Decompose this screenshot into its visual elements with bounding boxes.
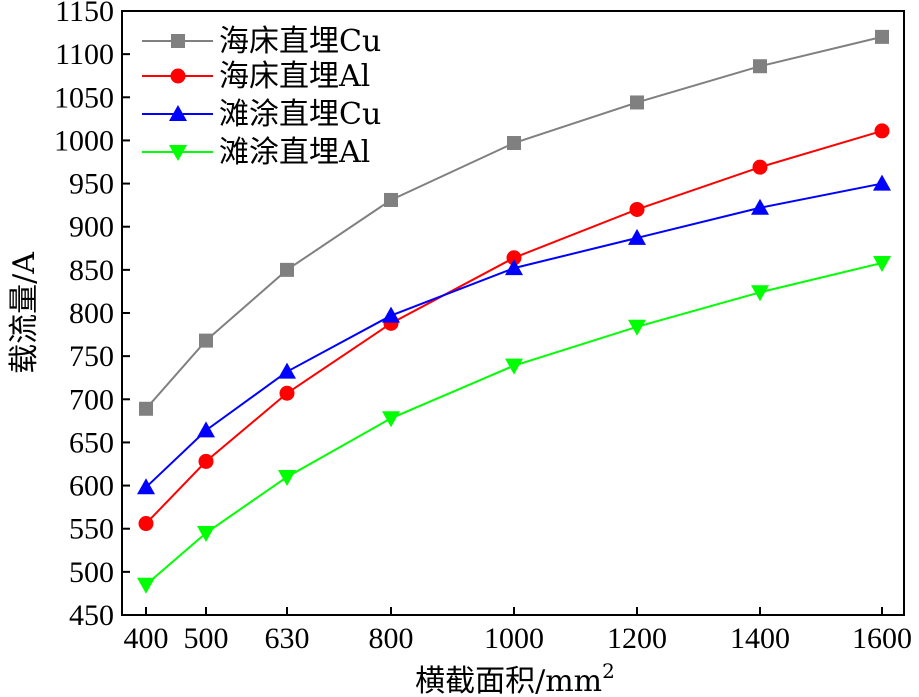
data-point-series-4 xyxy=(873,255,891,272)
x-axis: 400 500 630 800 1000 1200 1400 1600 xyxy=(124,607,912,655)
x-tick-label: 500 xyxy=(184,622,229,655)
data-point-series-1 xyxy=(507,136,521,151)
x-tick-label: 1200 xyxy=(607,622,667,655)
y-tick-label: 600 xyxy=(69,470,114,503)
data-point-series-3 xyxy=(278,362,296,379)
x-axis-title-text: 横截面积/mm xyxy=(415,664,602,697)
data-point-series-4 xyxy=(628,319,646,336)
data-point-series-3 xyxy=(628,228,646,245)
data-point-series-2 xyxy=(198,453,214,469)
data-point-series-3 xyxy=(751,198,769,215)
data-point-series-2 xyxy=(629,201,645,217)
y-tick-label: 950 xyxy=(69,168,114,201)
y-tick-label: 500 xyxy=(69,556,114,589)
legend-label: 海床直埋Cu xyxy=(219,24,381,59)
x-tick-label: 400 xyxy=(124,622,169,655)
y-tick-label: 1000 xyxy=(54,124,114,157)
series-markers xyxy=(137,29,891,594)
series-line-1 xyxy=(145,35,883,410)
legend-marker xyxy=(169,105,187,121)
data-point-series-1 xyxy=(875,29,889,44)
data-point-series-4 xyxy=(751,285,769,302)
data-point-series-4 xyxy=(505,358,523,375)
x-tick-label: 1400 xyxy=(730,622,790,655)
y-axis-title: 载流量/A xyxy=(7,252,42,374)
data-point-series-4 xyxy=(137,577,155,594)
data-point-series-2 xyxy=(138,516,154,532)
data-point-series-4 xyxy=(382,411,400,428)
data-point-series-1 xyxy=(139,401,153,416)
y-tick-label: 550 xyxy=(69,513,114,546)
data-point-series-3 xyxy=(197,421,215,438)
x-tick-label: 1000 xyxy=(484,622,544,655)
data-point-series-1 xyxy=(280,262,294,277)
x-tick-label: 800 xyxy=(369,622,414,655)
data-point-series-2 xyxy=(752,159,768,175)
data-point-series-2 xyxy=(279,385,295,401)
x-tick-label: 630 xyxy=(265,622,310,655)
legend-label: 海床直埋Al xyxy=(219,59,370,94)
x-tick-label: 1600 xyxy=(852,622,912,655)
legend-label: 滩涂直埋Al xyxy=(219,135,370,170)
y-tick-label: 1100 xyxy=(55,38,114,71)
x-axis-title: 横截面积/mm2 xyxy=(415,659,615,697)
data-point-series-4 xyxy=(197,526,215,543)
y-tick-label: 700 xyxy=(69,383,114,416)
legend-label: 滩涂直埋Cu xyxy=(219,97,381,132)
data-point-series-1 xyxy=(384,192,398,207)
series-line-4 xyxy=(145,261,883,586)
x-axis-title-superscript: 2 xyxy=(602,659,615,683)
y-tick-label: 800 xyxy=(69,297,114,330)
data-point-series-3 xyxy=(382,306,400,323)
data-point-series-2 xyxy=(874,123,890,139)
data-point-series-3 xyxy=(137,478,155,495)
data-point-series-3 xyxy=(505,259,523,276)
legend-marker xyxy=(169,145,187,161)
y-tick-label: 650 xyxy=(69,426,114,459)
data-point-series-1 xyxy=(199,333,213,348)
data-point-series-3 xyxy=(873,174,891,191)
y-tick-label: 450 xyxy=(69,599,114,632)
series-lines xyxy=(145,35,883,586)
series-line-3 xyxy=(145,182,883,489)
y-tick-label: 850 xyxy=(69,254,114,287)
series-line-2 xyxy=(145,129,883,525)
data-point-series-1 xyxy=(753,59,767,74)
y-tick-label: 750 xyxy=(69,340,114,373)
data-point-series-4 xyxy=(278,469,296,486)
y-tick-label: 900 xyxy=(69,211,114,244)
data-point-series-1 xyxy=(630,95,644,110)
y-tick-label: 1150 xyxy=(55,0,114,28)
data-point-series-2 xyxy=(506,250,522,266)
legend-marker xyxy=(171,34,185,48)
y-axis: 450 500 550 600 650 700 750 800 850 900 950 1000 105… xyxy=(54,0,130,632)
y-tick-label: 1050 xyxy=(54,81,114,114)
legend-marker xyxy=(170,68,186,84)
